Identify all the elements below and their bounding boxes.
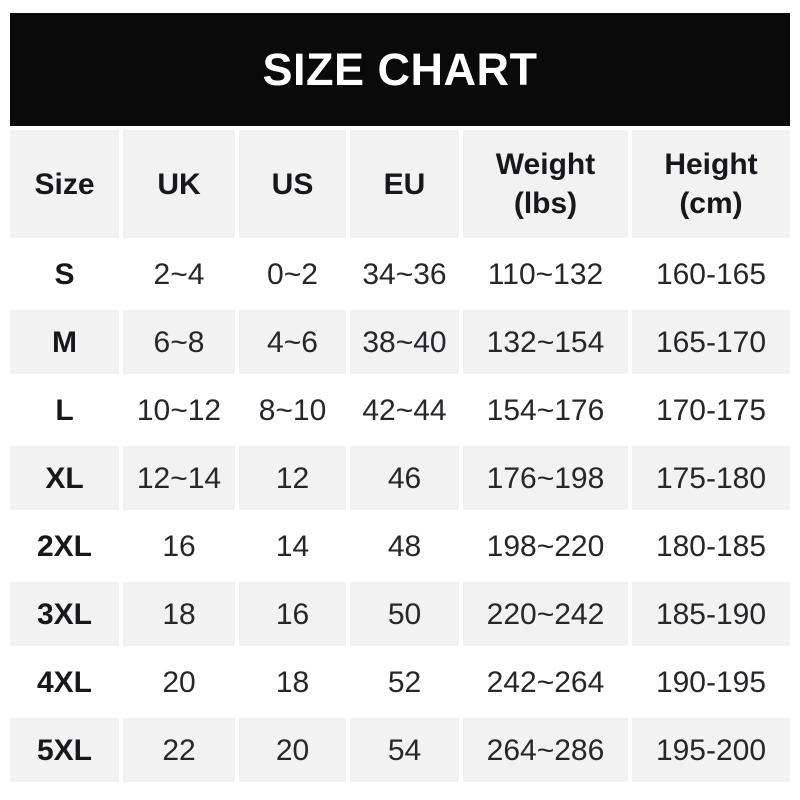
table-cell: 195-200 [632,718,790,782]
table-cell: 0~2 [239,242,346,306]
size-cell: 4XL [10,650,119,714]
header-cell: US [239,130,346,238]
header-cell: Size [10,130,119,238]
table-cell: 18 [239,650,346,714]
table-cell: 16 [239,582,346,646]
table-cell: 6~8 [123,310,235,374]
page-title: SIZE CHART [262,43,538,95]
header-cell: Height (cm) [632,130,790,238]
size-cell: 5XL [10,718,119,782]
table-cell: 154~176 [463,378,628,442]
table-cell: 12 [239,446,346,510]
table-cell: 10~12 [123,378,235,442]
table-cell: 14 [239,514,346,578]
table-cell: 170-175 [632,378,790,442]
size-cell: L [10,378,119,442]
table-cell: 176~198 [463,446,628,510]
table-cell: 165-170 [632,310,790,374]
table-cell: 198~220 [463,514,628,578]
table-cell: 20 [239,718,346,782]
table-cell: 4~6 [239,310,346,374]
table-cell: 264~286 [463,718,628,782]
table-cell: 175-180 [632,446,790,510]
table-cell: 16 [123,514,235,578]
size-chart-banner: SIZE CHART [10,13,790,126]
table-cell: 18 [123,582,235,646]
table-cell: 54 [350,718,459,782]
table-cell: 42~44 [350,378,459,442]
table-cell: 8~10 [239,378,346,442]
table-cell: 12~14 [123,446,235,510]
size-cell: 3XL [10,582,119,646]
table-cell: 2~4 [123,242,235,306]
table-cell: 34~36 [350,242,459,306]
table-cell: 180-185 [632,514,790,578]
table-cell: 190-195 [632,650,790,714]
table-cell: 52 [350,650,459,714]
header-cell: UK [123,130,235,238]
header-cell: Weight (lbs) [463,130,628,238]
table-cell: 20 [123,650,235,714]
size-table: Size UK US EU Weight (lbs) Height (cm) S 2~4 0~2… [10,130,790,782]
size-cell: 2XL [10,514,119,578]
table-cell: 38~40 [350,310,459,374]
size-cell: M [10,310,119,374]
table-cell: 22 [123,718,235,782]
size-cell: S [10,242,119,306]
table-cell: 48 [350,514,459,578]
table-cell: 242~264 [463,650,628,714]
table-cell: 132~154 [463,310,628,374]
table-cell: 50 [350,582,459,646]
table-cell: 160-165 [632,242,790,306]
header-cell: EU [350,130,459,238]
size-cell: XL [10,446,119,510]
table-cell: 185-190 [632,582,790,646]
table-cell: 46 [350,446,459,510]
table-cell: 220~242 [463,582,628,646]
table-cell: 110~132 [463,242,628,306]
